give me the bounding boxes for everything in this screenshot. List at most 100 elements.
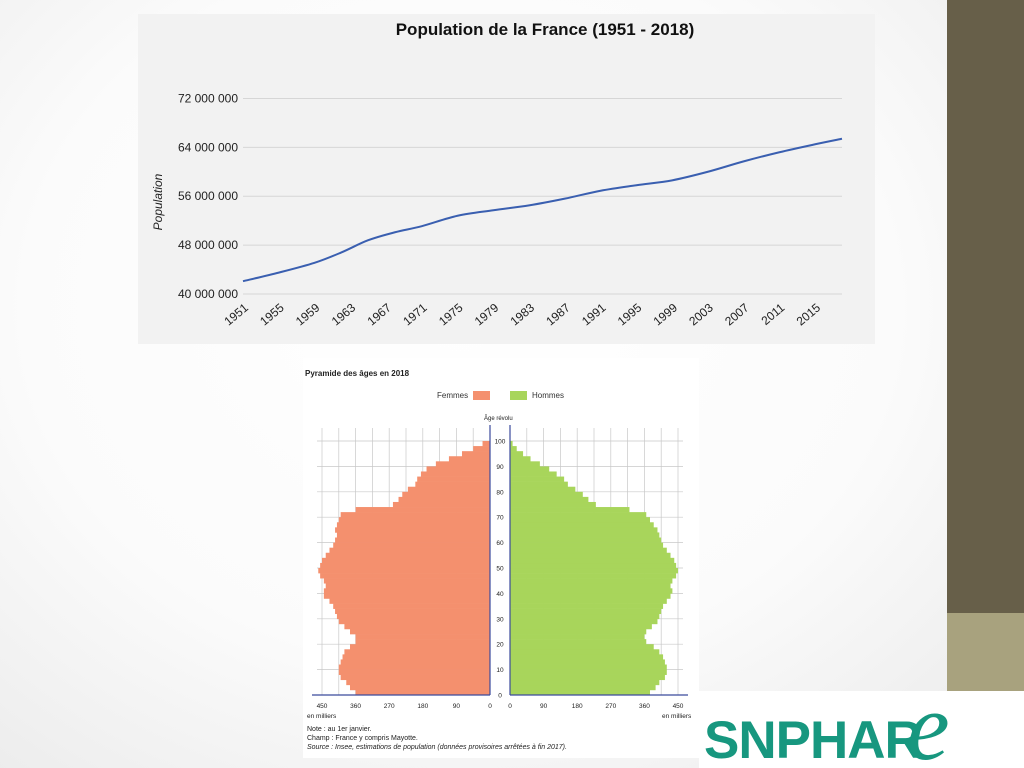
pyramid-bar-femmes bbox=[336, 522, 490, 528]
pyramid-unit-right: en milliers bbox=[662, 713, 692, 720]
pyramid-bar-hommes bbox=[510, 654, 664, 660]
population-line bbox=[242, 137, 843, 283]
line-x-tick-label: 1983 bbox=[508, 300, 538, 328]
snphare-logo: SNPHAR e bbox=[699, 691, 1024, 768]
line-chart: Population de la France (1951 - 2018) Po… bbox=[151, 20, 843, 328]
pyramid-bar-femmes bbox=[322, 557, 490, 564]
pyramid-bar-femmes bbox=[320, 573, 490, 579]
pyramid-age-tick-label: 0 bbox=[498, 693, 502, 700]
pyramid-bar-hommes bbox=[510, 623, 652, 630]
pyramid-bar-femmes bbox=[482, 441, 490, 447]
pyramid-bar-femmes bbox=[338, 618, 490, 625]
pyramid-bar-hommes bbox=[510, 573, 677, 579]
line-y-tick-label: 40 000 000 bbox=[178, 287, 238, 301]
pyramid-x-tick-left: 180 bbox=[417, 703, 428, 710]
pyramid-bar-femmes bbox=[402, 491, 490, 498]
pyramid-bar-hommes bbox=[510, 501, 596, 508]
pyramid-bar-femmes bbox=[336, 532, 490, 538]
pyramid-age-tick-label: 80 bbox=[496, 489, 504, 496]
pyramid-bar-hommes bbox=[510, 547, 667, 554]
line-x-tick-label: 1967 bbox=[365, 300, 395, 328]
pyramid-bar-hommes bbox=[510, 689, 650, 696]
line-chart-panel: Population de la France (1951 - 2018) Po… bbox=[138, 14, 875, 344]
pyramid-bar-hommes bbox=[510, 603, 664, 609]
pyramid-bar-femmes bbox=[336, 613, 490, 620]
line-x-tick-label: 1963 bbox=[329, 300, 359, 328]
pyramid-x-tick-left: 360 bbox=[350, 703, 361, 710]
age-pyramid-panel: 450 450 360 360 270 270 180 180 90 90 0 0 0 10 20 30 40… bbox=[303, 358, 699, 758]
pyramid-bar-femmes bbox=[335, 527, 490, 533]
line-x-tick-label: 1955 bbox=[257, 300, 287, 328]
pyramid-bar-femmes bbox=[338, 669, 490, 675]
pyramid-bar-hommes bbox=[510, 456, 531, 462]
pyramid-bar-hommes bbox=[510, 466, 550, 472]
line-x-tick-label: 1971 bbox=[400, 300, 430, 328]
pyramid-bar-hommes bbox=[510, 588, 673, 594]
decorative-bar-light bbox=[947, 613, 1024, 691]
pyramid-unit-left: en milliers bbox=[307, 713, 337, 720]
line-x-tick-label: 1979 bbox=[472, 300, 502, 328]
pyramid-bar-femmes bbox=[346, 679, 490, 686]
pyramid-age-tick-label: 70 bbox=[496, 515, 504, 522]
line-chart-y-axis-label: Population bbox=[151, 173, 165, 230]
pyramid-note: Note : au 1er janvier. bbox=[307, 726, 372, 733]
pyramid-bar-femmes bbox=[320, 562, 490, 569]
pyramid-x-tick-left: 270 bbox=[384, 703, 395, 710]
pyramid-bar-hommes bbox=[510, 552, 671, 559]
pyramid-bar-femmes bbox=[338, 517, 490, 523]
pyramid-bar-femmes bbox=[344, 649, 490, 655]
pyramid-bar-hommes bbox=[510, 496, 589, 503]
pyramid-bar-femmes bbox=[323, 593, 490, 599]
pyramid-bar-hommes bbox=[510, 557, 675, 564]
pyramid-age-tick-label: 20 bbox=[496, 642, 504, 649]
pyramid-bar-femmes bbox=[398, 496, 490, 503]
pyramid-bar-hommes bbox=[510, 628, 647, 635]
pyramid-bar-hommes bbox=[510, 507, 630, 513]
line-x-tick-label: 1999 bbox=[651, 300, 681, 328]
pyramid-source: Source : Insee, estimations de populatio… bbox=[307, 744, 567, 751]
pyramid-bar-femmes bbox=[335, 608, 490, 615]
pyramid-x-tick-right: 450 bbox=[673, 703, 684, 710]
pyramid-bar-femmes bbox=[473, 446, 490, 452]
pyramid-bar-hommes bbox=[510, 664, 667, 670]
pyramid-bar-hommes bbox=[510, 562, 677, 569]
pyramid-bar-femmes bbox=[325, 583, 490, 589]
pyramid-bar-hommes bbox=[510, 649, 660, 655]
pyramid-bar-hommes bbox=[510, 537, 662, 543]
pyramid-bar-hommes bbox=[510, 684, 656, 691]
pyramid-bar-hommes bbox=[510, 593, 671, 599]
line-x-tick-label: 1987 bbox=[543, 300, 573, 328]
pyramid-x-tick-right: 360 bbox=[639, 703, 650, 710]
pyramid-bar-femmes bbox=[355, 634, 490, 640]
line-x-tick-label: 2015 bbox=[794, 300, 824, 328]
pyramid-bar-femmes bbox=[329, 598, 490, 604]
pyramid-bar-hommes bbox=[510, 491, 583, 498]
legend-label-hommes: Hommes bbox=[532, 391, 565, 400]
pyramid-bar-femmes bbox=[323, 588, 490, 594]
pyramid-bar-hommes bbox=[510, 451, 524, 457]
pyramid-bar-femmes bbox=[325, 552, 490, 559]
pyramid-bar-hommes bbox=[510, 608, 662, 615]
pyramid-x-tick-left: 450 bbox=[317, 703, 328, 710]
pyramid-bar-hommes bbox=[510, 441, 513, 447]
pyramid-bar-femmes bbox=[350, 644, 490, 650]
pyramid-bar-femmes bbox=[340, 512, 490, 518]
pyramid-bar-femmes bbox=[415, 481, 490, 488]
pyramid-bar-femmes bbox=[462, 451, 490, 457]
pyramid-age-axis-label: Âge révolu bbox=[484, 416, 513, 422]
pyramid-title: Pyramide des âges en 2018 bbox=[305, 369, 410, 378]
pyramid-bar-hommes bbox=[510, 679, 660, 686]
pyramid-bar-hommes bbox=[510, 522, 654, 528]
pyramid-bar-femmes bbox=[340, 674, 490, 681]
line-chart-title: Population de la France (1951 - 2018) bbox=[396, 20, 695, 39]
line-y-tick-label: 48 000 000 bbox=[178, 238, 238, 252]
pyramid-bar-hommes bbox=[510, 527, 658, 533]
pyramid-bar-hommes bbox=[510, 578, 673, 584]
pyramid-bar-hommes bbox=[510, 659, 665, 665]
pyramid-bar-femmes bbox=[338, 664, 490, 670]
line-x-tick-label: 1991 bbox=[579, 300, 609, 328]
pyramid-bar-femmes bbox=[335, 537, 490, 543]
pyramid-bar-hommes bbox=[510, 618, 658, 625]
pyramid-bar-femmes bbox=[392, 501, 490, 508]
